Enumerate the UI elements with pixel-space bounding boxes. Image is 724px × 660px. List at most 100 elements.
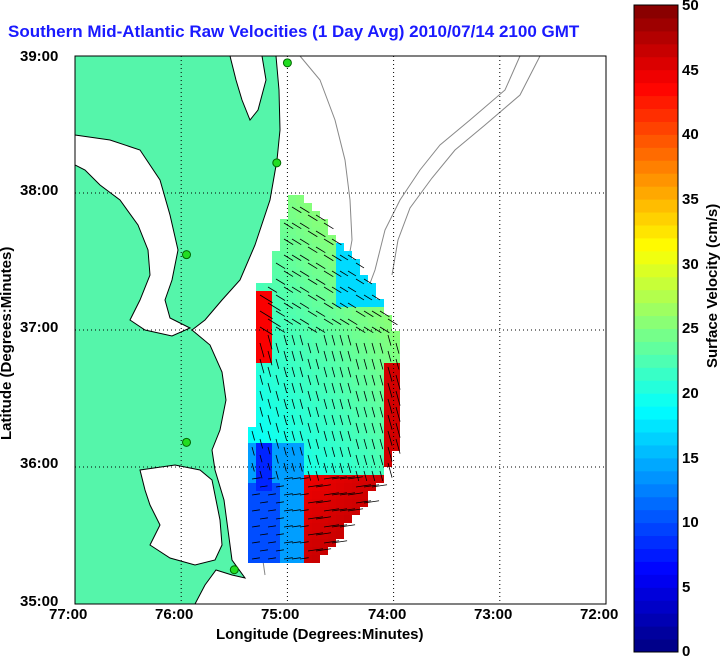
velocity-cell bbox=[384, 435, 392, 443]
velocity-cell bbox=[312, 555, 320, 563]
velocity-vector bbox=[315, 278, 326, 285]
velocity-vector bbox=[379, 326, 390, 334]
velocity-vector bbox=[395, 342, 400, 354]
velocity-vector bbox=[283, 430, 288, 441]
velocity-cell bbox=[376, 411, 384, 419]
y-tick-label: 37:00 bbox=[20, 319, 59, 336]
velocity-vector bbox=[331, 318, 342, 325]
velocity-cell bbox=[344, 515, 352, 523]
colorbar-tick-label: 0 bbox=[682, 643, 691, 660]
velocity-cell bbox=[304, 443, 312, 451]
velocity-cell bbox=[288, 499, 296, 507]
velocity-vector bbox=[339, 462, 344, 473]
velocity-cell bbox=[336, 275, 344, 283]
velocity-vector bbox=[275, 422, 280, 433]
velocity-cell bbox=[280, 547, 288, 555]
velocity-cell bbox=[272, 411, 280, 419]
colorbar-segment bbox=[634, 199, 678, 213]
velocity-cell bbox=[320, 483, 328, 491]
velocity-cell bbox=[296, 259, 304, 267]
velocity-cell bbox=[368, 283, 376, 291]
velocity-cell bbox=[304, 267, 312, 275]
velocity-vector bbox=[379, 358, 384, 370]
colorbar-segment bbox=[634, 626, 678, 640]
velocity-vector bbox=[299, 302, 310, 309]
velocity-cell bbox=[344, 403, 352, 411]
velocity-cell bbox=[336, 307, 344, 315]
velocity-vector bbox=[283, 557, 293, 560]
velocity-vector bbox=[347, 318, 358, 326]
velocity-vector bbox=[363, 374, 368, 386]
velocity-cell bbox=[256, 283, 264, 291]
velocity-vector bbox=[371, 438, 376, 450]
velocity-vector bbox=[283, 525, 293, 528]
velocity-vector bbox=[331, 540, 348, 544]
velocity-cell bbox=[296, 547, 304, 555]
velocity-cell bbox=[320, 419, 328, 427]
velocity-vector bbox=[283, 493, 293, 496]
velocity-cell bbox=[376, 459, 384, 467]
velocity-cell bbox=[288, 531, 296, 539]
velocity-cell bbox=[320, 515, 328, 523]
colorbar-segment bbox=[634, 444, 678, 459]
velocity-vector bbox=[275, 549, 284, 552]
velocity-vector bbox=[275, 342, 280, 354]
velocity-cell bbox=[368, 379, 376, 387]
velocity-cell bbox=[264, 371, 272, 379]
velocity-cell bbox=[296, 323, 304, 331]
velocity-cell bbox=[288, 435, 296, 443]
velocity-cell bbox=[344, 435, 352, 443]
colorbar-segment bbox=[634, 600, 678, 614]
velocity-cell bbox=[392, 395, 400, 403]
velocity-cell bbox=[360, 459, 368, 467]
velocity-cell bbox=[320, 339, 328, 347]
velocity-vector bbox=[331, 382, 336, 394]
velocity-vector bbox=[379, 438, 384, 450]
velocity-vector bbox=[339, 334, 344, 346]
velocity-cell bbox=[352, 331, 360, 339]
contour-line bbox=[391, 55, 541, 276]
velocity-vector bbox=[355, 294, 365, 301]
velocity-cell bbox=[328, 403, 336, 411]
velocity-vector bbox=[363, 326, 374, 334]
velocity-cell bbox=[304, 283, 312, 291]
velocity-vector bbox=[299, 270, 310, 277]
velocity-cell bbox=[360, 443, 368, 451]
velocity-vector bbox=[339, 524, 356, 528]
velocity-cell bbox=[272, 475, 280, 483]
velocity-cell bbox=[256, 347, 264, 355]
velocity-vector bbox=[371, 310, 382, 318]
velocity-vector bbox=[347, 398, 352, 410]
velocity-cell bbox=[288, 403, 296, 411]
velocity-cell bbox=[368, 299, 376, 307]
velocity-vector bbox=[339, 492, 355, 496]
velocity-cell bbox=[296, 291, 304, 299]
velocity-cell bbox=[272, 315, 280, 323]
velocity-vector bbox=[275, 358, 280, 369]
velocity-cell bbox=[248, 531, 256, 539]
velocity-vector bbox=[267, 334, 273, 350]
velocity-cell bbox=[304, 427, 312, 435]
velocity-cell bbox=[320, 371, 328, 379]
x-tick-label: 72:00 bbox=[580, 606, 619, 623]
x-tick-label: 75:00 bbox=[261, 606, 300, 623]
velocity-cell bbox=[320, 435, 328, 443]
velocity-vector bbox=[371, 326, 382, 334]
velocity-cell bbox=[248, 451, 256, 459]
velocity-vector bbox=[291, 541, 301, 544]
colorbar-segment bbox=[634, 263, 678, 278]
delaware-bay bbox=[229, 55, 267, 121]
velocity-vector bbox=[259, 485, 268, 488]
velocity-vector bbox=[275, 533, 284, 536]
velocity-vector bbox=[379, 374, 384, 386]
velocity-vector bbox=[339, 254, 349, 261]
velocity-cell bbox=[312, 427, 320, 435]
velocity-vector bbox=[307, 358, 312, 370]
station-marker bbox=[182, 250, 192, 260]
velocity-vector bbox=[299, 286, 310, 293]
velocity-vector bbox=[387, 318, 398, 326]
velocity-vector bbox=[267, 414, 272, 425]
velocity-vector bbox=[363, 454, 368, 466]
velocity-cell bbox=[272, 379, 280, 387]
velocity-vector bbox=[347, 414, 352, 426]
